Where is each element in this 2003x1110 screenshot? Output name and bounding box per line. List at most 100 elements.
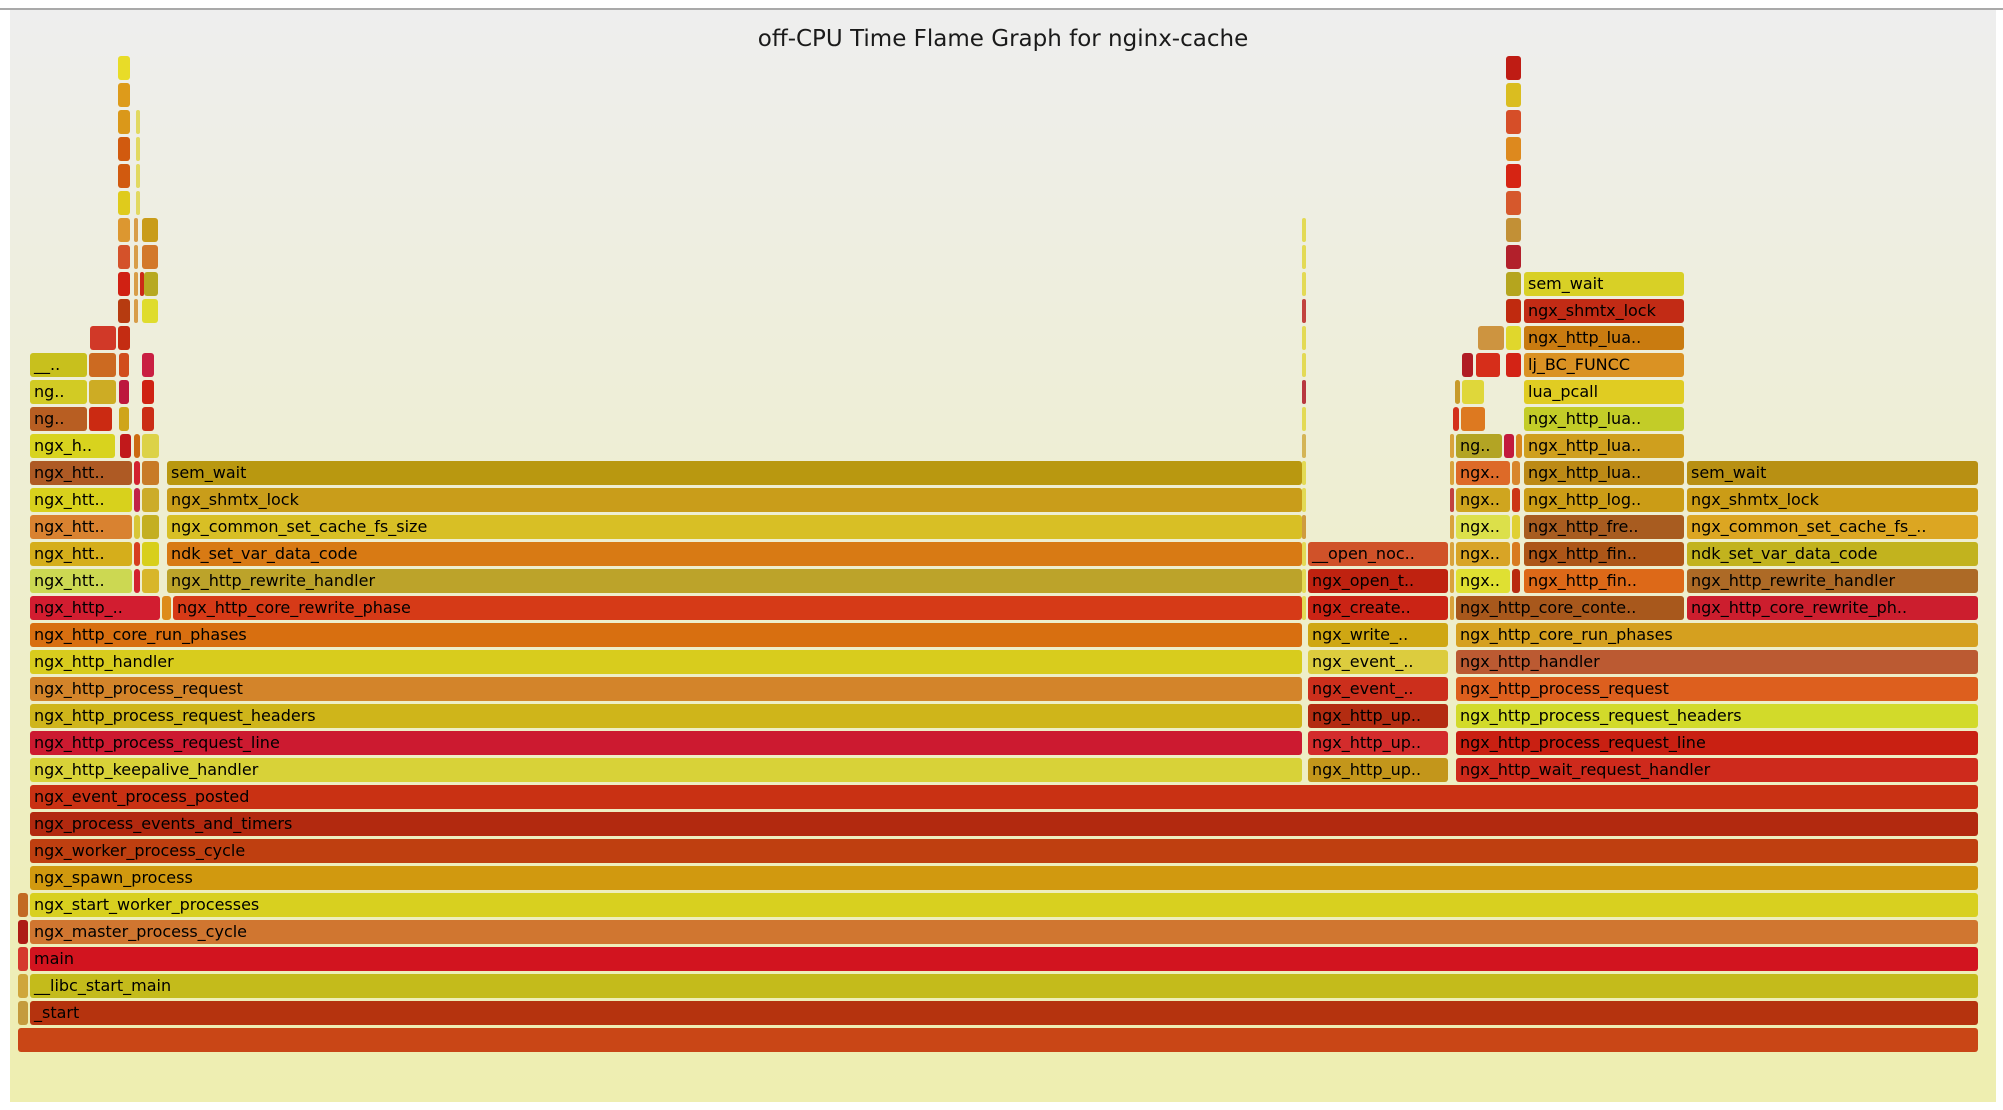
flame-frame[interactable]: ngx_htt.. xyxy=(30,488,132,512)
flame-frame[interactable]: ngx_htt.. xyxy=(30,461,132,485)
flame-frame[interactable]: ng.. xyxy=(30,380,87,404)
flame-frame[interactable] xyxy=(142,461,159,485)
flame-frame[interactable]: ngx_http_handler xyxy=(1456,650,1978,674)
flame-frame[interactable] xyxy=(1516,434,1522,458)
flame-frame[interactable]: ngx_start_worker_processes xyxy=(30,893,1978,917)
flame-frame[interactable] xyxy=(1506,245,1521,269)
flame-frame[interactable] xyxy=(89,407,112,431)
flame-frame[interactable] xyxy=(118,164,130,188)
flame-frame[interactable]: ngx_http_handler xyxy=(30,650,1302,674)
flame-frame[interactable] xyxy=(1302,353,1306,377)
flame-frame[interactable] xyxy=(119,353,129,377)
flame-frame[interactable] xyxy=(1302,272,1306,296)
flame-frame[interactable] xyxy=(134,434,140,458)
flame-frame[interactable] xyxy=(1506,137,1521,161)
flame-frame[interactable]: ngx_process_events_and_timers xyxy=(30,812,1978,836)
flame-frame[interactable] xyxy=(1512,515,1520,539)
flame-frame[interactable]: lj_BC_FUNCC xyxy=(1524,353,1684,377)
flame-frame[interactable]: ngx_http_process_request_line xyxy=(30,731,1302,755)
flame-frame[interactable]: ngx_http_wait_request_handler xyxy=(1456,758,1978,782)
flame-frame[interactable] xyxy=(1302,218,1306,242)
flame-frame[interactable]: _start xyxy=(30,1001,1978,1025)
flame-frame[interactable]: ngx.. xyxy=(1456,542,1510,566)
flame-frame[interactable] xyxy=(118,137,130,161)
flame-frame[interactable] xyxy=(1455,380,1460,404)
flame-frame[interactable]: ng.. xyxy=(1456,434,1502,458)
flame-frame[interactable]: ngx.. xyxy=(1456,488,1510,512)
flame-frame[interactable]: ngx_worker_process_cycle xyxy=(30,839,1978,863)
flame-frame[interactable]: ngx_http_core_rewrite_ph.. xyxy=(1687,596,1978,620)
flame-frame[interactable]: ngx_http_rewrite_handler xyxy=(167,569,1302,593)
flame-frame[interactable] xyxy=(1512,488,1520,512)
flame-frame[interactable] xyxy=(1302,299,1306,323)
flame-frame[interactable] xyxy=(134,515,140,539)
flame-frame[interactable] xyxy=(1462,380,1484,404)
flame-frame[interactable] xyxy=(134,461,140,485)
flame-frame[interactable] xyxy=(1506,191,1521,215)
flame-frame[interactable] xyxy=(1302,542,1306,566)
flame-frame[interactable]: ngx_http_log.. xyxy=(1524,488,1684,512)
flame-frame[interactable] xyxy=(1512,461,1520,485)
flame-frame[interactable]: ngx_http_fin.. xyxy=(1524,542,1684,566)
flame-frame[interactable] xyxy=(142,515,159,539)
flame-frame[interactable]: ngx_http_rewrite_handler xyxy=(1687,569,1978,593)
flame-frame[interactable]: ngx_spawn_process xyxy=(30,866,1978,890)
flame-frame[interactable]: __libc_start_main xyxy=(30,974,1978,998)
flame-frame[interactable] xyxy=(1512,542,1520,566)
flame-frame[interactable] xyxy=(136,164,140,188)
flame-frame[interactable] xyxy=(136,191,140,215)
flame-frame[interactable] xyxy=(1462,353,1473,377)
flame-frame[interactable] xyxy=(1302,488,1306,512)
flame-frame[interactable] xyxy=(90,326,116,350)
flame-frame[interactable] xyxy=(162,596,171,620)
flame-frame[interactable] xyxy=(142,434,159,458)
flame-frame[interactable]: ngx_htt.. xyxy=(30,542,132,566)
flame-frame[interactable] xyxy=(118,110,130,134)
flame-frame[interactable]: ngx_http_core_conte.. xyxy=(1456,596,1684,620)
flame-frame[interactable] xyxy=(142,488,159,512)
flame-frame[interactable] xyxy=(1504,434,1514,458)
flame-frame[interactable] xyxy=(1450,434,1454,458)
flame-frame[interactable] xyxy=(1302,326,1306,350)
flame-frame[interactable] xyxy=(119,380,129,404)
flame-frame[interactable] xyxy=(1302,515,1306,539)
flame-frame[interactable] xyxy=(120,434,131,458)
flame-frame[interactable] xyxy=(118,83,130,107)
flame-frame[interactable]: ngx_http_lua.. xyxy=(1524,461,1684,485)
flame-frame[interactable] xyxy=(134,245,138,269)
flame-frame[interactable] xyxy=(134,272,138,296)
flame-frame[interactable]: ngx_common_set_cache_fs_size xyxy=(167,515,1302,539)
flame-frame[interactable]: ngx_http_fin.. xyxy=(1524,569,1684,593)
flame-frame[interactable] xyxy=(1506,110,1521,134)
flame-frame[interactable] xyxy=(1450,596,1454,620)
flame-frame[interactable]: ngx_htt.. xyxy=(30,515,132,539)
flame-frame[interactable]: ngx_shmtx_lock xyxy=(167,488,1302,512)
flame-frame[interactable] xyxy=(142,542,159,566)
flame-frame[interactable] xyxy=(1506,299,1521,323)
flame-frame[interactable]: ngx_http_up.. xyxy=(1308,758,1448,782)
flame-frame[interactable]: ndk_set_var_data_code xyxy=(167,542,1302,566)
flame-frame[interactable]: ngx_http_lua.. xyxy=(1524,434,1684,458)
flame-frame[interactable] xyxy=(142,407,154,431)
flame-frame[interactable]: ngx_create.. xyxy=(1308,596,1448,620)
flame-frame[interactable] xyxy=(18,974,28,998)
flame-frame[interactable] xyxy=(1453,407,1459,431)
flame-frame[interactable] xyxy=(144,272,158,296)
flame-frame[interactable] xyxy=(1302,596,1306,620)
flame-frame[interactable]: ngx_http_process_request xyxy=(1456,677,1978,701)
flame-frame[interactable]: main xyxy=(30,947,1978,971)
flame-frame[interactable] xyxy=(142,353,154,377)
flame-frame[interactable]: ngx_shmtx_lock xyxy=(1524,299,1684,323)
flame-frame[interactable] xyxy=(142,380,154,404)
flame-frame[interactable] xyxy=(134,299,138,323)
flame-frame[interactable] xyxy=(1302,461,1306,485)
flame-frame[interactable] xyxy=(1476,353,1500,377)
flame-frame[interactable]: ngx_http_up.. xyxy=(1308,731,1448,755)
flame-frame[interactable]: lua_pcall xyxy=(1524,380,1684,404)
flame-frame[interactable] xyxy=(1450,515,1454,539)
flame-frame[interactable]: ngx_shmtx_lock xyxy=(1687,488,1978,512)
flame-frame[interactable] xyxy=(1506,326,1521,350)
flame-frame[interactable] xyxy=(1450,461,1454,485)
flame-frame[interactable] xyxy=(18,1001,28,1025)
flame-frame[interactable]: ngx.. xyxy=(1456,515,1510,539)
